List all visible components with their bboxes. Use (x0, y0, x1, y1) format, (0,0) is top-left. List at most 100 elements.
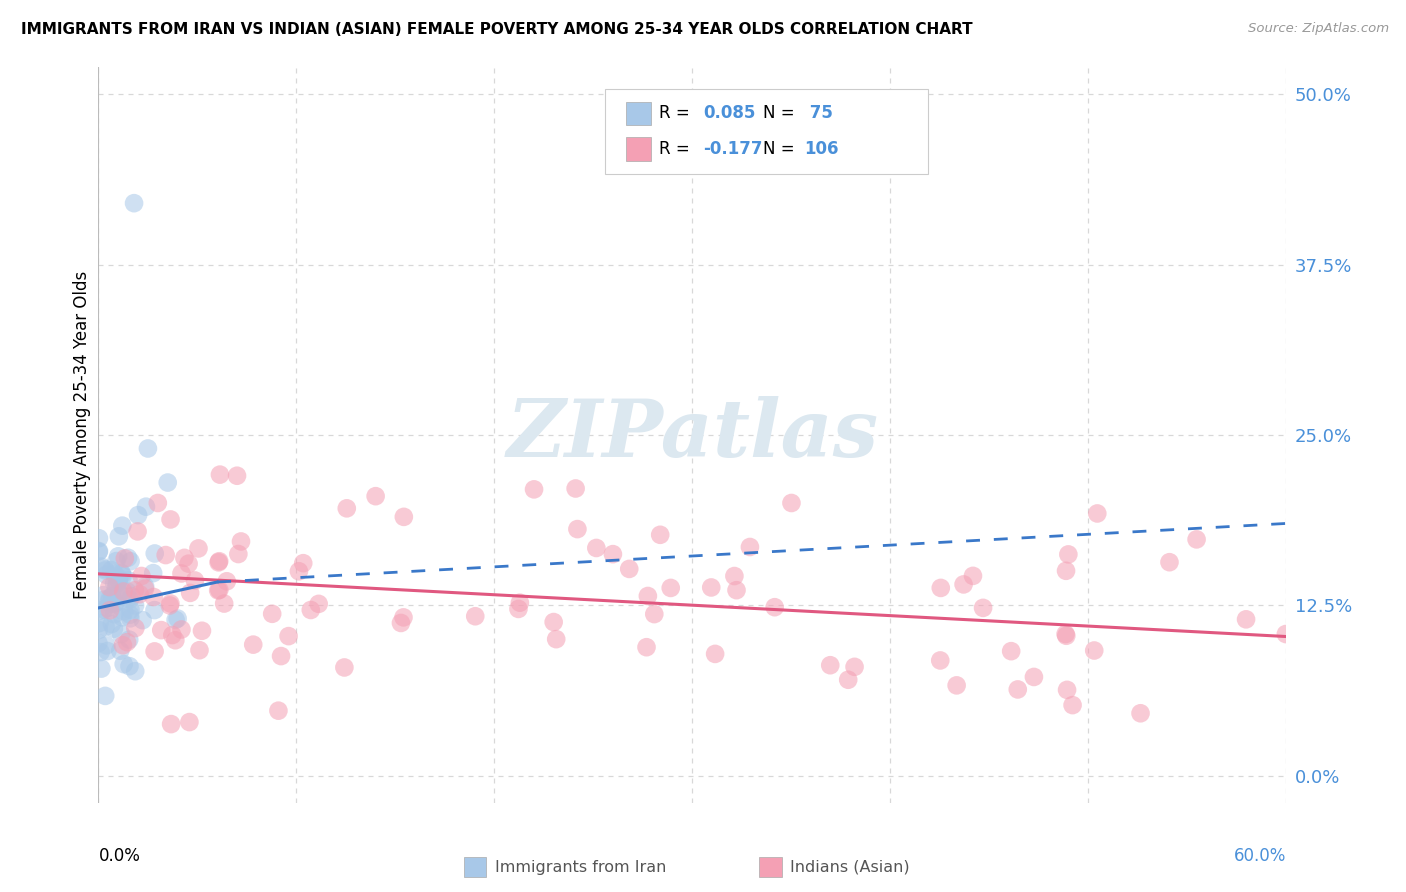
Text: R =: R = (659, 140, 696, 158)
Point (292, 556, 315, 570)
Point (952, 577, 974, 591)
Text: 60.0%: 60.0% (1234, 847, 1286, 865)
Point (103, 576, 125, 591)
Point (389, 615, 412, 630)
Point (270, 649, 292, 664)
Point (1085, 507, 1108, 521)
Point (89, 615, 111, 630)
Text: -0.177: -0.177 (703, 140, 762, 158)
Point (142, 590, 165, 604)
Point (564, 482, 586, 496)
Text: IMMIGRANTS FROM IRAN VS INDIAN (ASIAN) FEMALE POVERTY AMONG 25-34 YEAR OLDS CORR: IMMIGRANTS FROM IRAN VS INDIAN (ASIAN) F… (21, 22, 973, 37)
Point (104, 596, 127, 610)
Point (98, 603, 121, 617)
Point (945, 678, 967, 692)
Point (110, 627, 132, 641)
Point (333, 660, 356, 674)
Point (1007, 682, 1029, 697)
Point (1062, 698, 1084, 712)
Point (96, 639, 118, 653)
Point (166, 611, 188, 625)
Point (763, 600, 786, 615)
Point (87, 545, 110, 559)
Point (207, 583, 229, 598)
Point (87, 544, 110, 558)
Point (509, 596, 531, 610)
Point (187, 541, 209, 556)
Point (135, 500, 157, 514)
Point (91, 588, 114, 602)
Point (1054, 564, 1077, 578)
Point (112, 657, 135, 672)
Point (962, 569, 984, 583)
Point (127, 508, 149, 522)
Point (1056, 682, 1078, 697)
Point (120, 554, 142, 568)
Point (134, 579, 156, 593)
Point (392, 509, 415, 524)
Point (208, 467, 231, 482)
Point (207, 555, 229, 569)
Point (111, 518, 134, 533)
Point (208, 554, 231, 568)
Point (87, 531, 110, 545)
Point (844, 660, 866, 674)
Point (1022, 670, 1045, 684)
Point (738, 540, 761, 554)
Point (136, 442, 159, 456)
Point (142, 566, 165, 581)
Point (723, 569, 745, 583)
Point (191, 624, 214, 638)
Point (112, 584, 135, 599)
Point (523, 483, 546, 497)
Point (103, 607, 125, 622)
Point (150, 623, 173, 637)
Point (188, 643, 211, 657)
Point (93, 592, 115, 607)
Point (117, 550, 139, 565)
Point (464, 609, 486, 624)
Point (105, 580, 128, 594)
Point (160, 717, 183, 731)
Point (155, 548, 177, 562)
Point (700, 581, 723, 595)
Point (179, 586, 201, 600)
Point (929, 581, 952, 595)
Point (111, 569, 134, 583)
Point (90, 645, 112, 659)
Point (117, 574, 139, 588)
Text: ZIPatlas: ZIPatlas (506, 396, 879, 474)
Point (636, 640, 658, 655)
Point (134, 582, 156, 596)
Point (1000, 644, 1022, 658)
Text: R =: R = (659, 104, 696, 122)
Point (1185, 533, 1208, 547)
Point (215, 574, 238, 589)
Point (780, 496, 803, 510)
Point (112, 604, 135, 618)
Point (93, 602, 115, 616)
Text: Immigrants from Iran: Immigrants from Iran (495, 860, 666, 874)
Point (104, 566, 127, 581)
Point (120, 603, 142, 617)
Point (118, 592, 141, 607)
Point (650, 528, 672, 542)
Point (212, 597, 235, 611)
Text: 75: 75 (804, 104, 834, 122)
Point (508, 602, 530, 616)
Point (100, 563, 122, 577)
Point (127, 524, 149, 539)
Point (94, 562, 117, 576)
Point (299, 603, 322, 617)
Point (115, 635, 138, 649)
Point (90, 559, 112, 574)
Point (118, 659, 141, 673)
Point (643, 607, 665, 621)
Point (602, 547, 624, 561)
Point (110, 566, 132, 580)
Point (100, 617, 122, 632)
Point (159, 597, 181, 611)
Point (105, 554, 128, 568)
Point (165, 633, 187, 648)
Point (262, 607, 284, 621)
